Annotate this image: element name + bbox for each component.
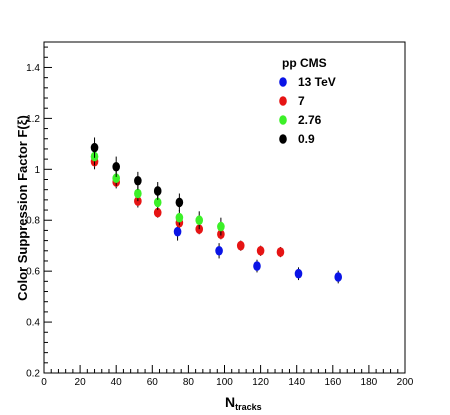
- y-tick-label: 0.6: [26, 267, 40, 278]
- legend: pp CMS 13 TeV 7 2.76 0.9: [279, 56, 336, 146]
- data-point: [134, 188, 142, 199]
- data-point: [236, 240, 245, 251]
- y-axis-title: Color Suppression Factor F(ξ): [15, 115, 30, 301]
- data-point: [112, 161, 120, 172]
- x-tick-label: 20: [75, 377, 87, 388]
- plot-frame: [43, 41, 406, 374]
- data-point: [173, 226, 182, 237]
- x-tick-label: 80: [183, 377, 195, 388]
- axis-ticks: 0 20 40 60 80 100 120 140 160 180 200 0.2 0.4 0.6 0.8 1…: [26, 46, 414, 388]
- x-axis-title-sub: tracks: [235, 402, 262, 412]
- legend-entries: 13 TeV 7 2.76 0.9: [279, 75, 336, 146]
- data-point: [276, 247, 285, 257]
- legend-title: pp CMS: [282, 56, 327, 70]
- data-point: [334, 272, 343, 282]
- legend-label: 13 TeV: [298, 75, 336, 89]
- x-axis-title: Ntracks: [225, 394, 262, 412]
- data-point: [256, 245, 265, 256]
- data-point: [153, 186, 162, 196]
- x-tick-label: 0: [41, 377, 47, 388]
- x-tick-label: 40: [111, 377, 123, 388]
- legend-label: 7: [298, 94, 305, 108]
- x-axis-title-main: N: [225, 394, 235, 410]
- x-tick-label: 100: [216, 377, 233, 388]
- x-tick-label: 180: [361, 377, 378, 388]
- data-point: [217, 221, 225, 232]
- data-point: [90, 142, 99, 153]
- data-point: [253, 261, 261, 271]
- y-tick-label: 1.2: [26, 114, 40, 125]
- legend-marker: [279, 134, 287, 144]
- x-tick-label: 160: [324, 377, 341, 388]
- y-tick-label: 0.2: [26, 369, 40, 380]
- y-tick-label: 0.8: [26, 216, 40, 227]
- legend-label: 0.9: [298, 132, 315, 146]
- y-tick-label: 0.4: [26, 318, 40, 329]
- x-tick-label: 60: [147, 377, 159, 388]
- data-points: [90, 137, 343, 284]
- data-point: [294, 268, 303, 279]
- y-tick-label: 1: [34, 165, 40, 176]
- legend-marker: [279, 115, 287, 125]
- x-tick-label: 140: [288, 377, 305, 388]
- data-point: [153, 197, 162, 208]
- legend-marker: [279, 77, 287, 87]
- x-tick-label: 120: [252, 377, 269, 388]
- y-tick-label: 1.4: [26, 63, 40, 74]
- data-point: [175, 197, 184, 208]
- legend-marker: [279, 96, 287, 106]
- x-tick-label: 200: [397, 377, 414, 388]
- data-point: [134, 175, 142, 186]
- data-point: [195, 215, 204, 226]
- data-point: [215, 245, 223, 256]
- data-point: [175, 212, 184, 223]
- legend-label: 2.76: [298, 113, 322, 127]
- data-point: [153, 207, 162, 218]
- data-point: [112, 173, 120, 184]
